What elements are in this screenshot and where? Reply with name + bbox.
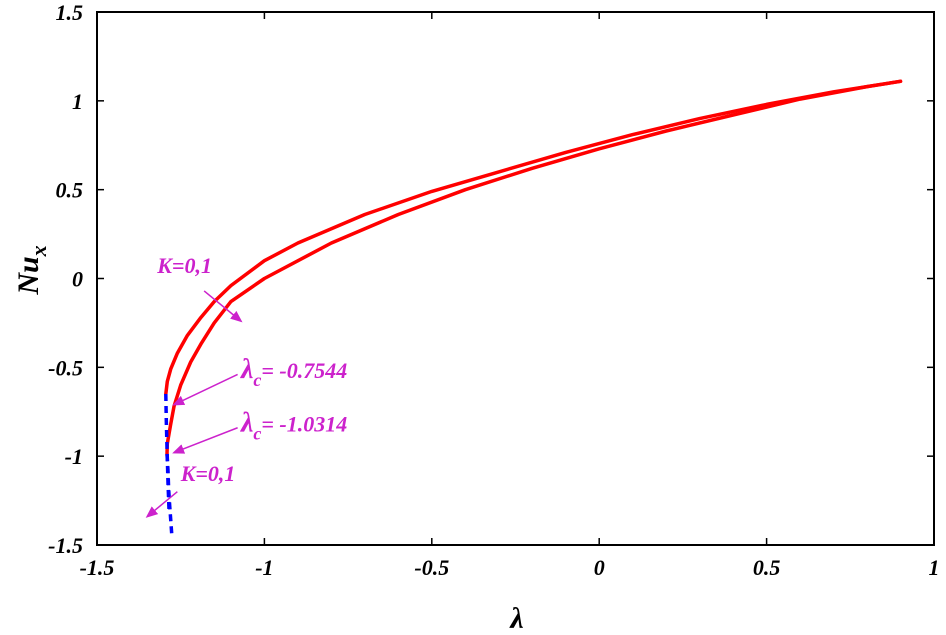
- y-axis-label-sub: x: [26, 245, 51, 257]
- x-tick-label: 0.5: [753, 555, 781, 580]
- x-tick-label: -1.5: [80, 555, 115, 580]
- annotation-arrow-0: [203, 290, 243, 323]
- x-tick-label: 0: [594, 555, 605, 580]
- x-tick-label: -1: [255, 555, 273, 580]
- y-tick-label: 1.5: [56, 0, 84, 25]
- annotation-text-3: K=0,1: [180, 461, 236, 486]
- annotation-arrow-3: [145, 491, 178, 518]
- annotation-text-0: K=0,1: [156, 253, 212, 278]
- dashed-series-line-3: [165, 454, 174, 539]
- y-tick-label: 0: [72, 267, 83, 292]
- x-tick-label: 1: [929, 555, 940, 580]
- annotation-text-1: λc= -0.7544: [240, 354, 347, 390]
- x-axis-label: λ: [508, 602, 523, 635]
- y-tick-label: -0.5: [48, 355, 83, 380]
- x-axis-ticks: -1.5 -1 -0.5 0 0.5 1: [80, 12, 940, 580]
- y-tick-label: 1: [72, 89, 83, 114]
- y-axis-ticks: -1.5 -1 -0.5 0 0.5 1 1.5: [48, 0, 934, 558]
- x-tick-label: -0.5: [414, 555, 449, 580]
- solid-series-line-0: [164, 79, 903, 396]
- y-tick-label: -1.5: [48, 533, 83, 558]
- annotation-text-2: λc= -1.0314: [240, 407, 347, 443]
- y-axis-label: Nux: [12, 245, 51, 295]
- y-tick-label: -1: [65, 444, 83, 469]
- y-tick-label: 0.5: [56, 178, 84, 203]
- y-axis-label-main: Nu: [12, 256, 45, 295]
- annotation-arrow-1: [172, 373, 238, 406]
- annotation-arrow-2: [172, 427, 238, 454]
